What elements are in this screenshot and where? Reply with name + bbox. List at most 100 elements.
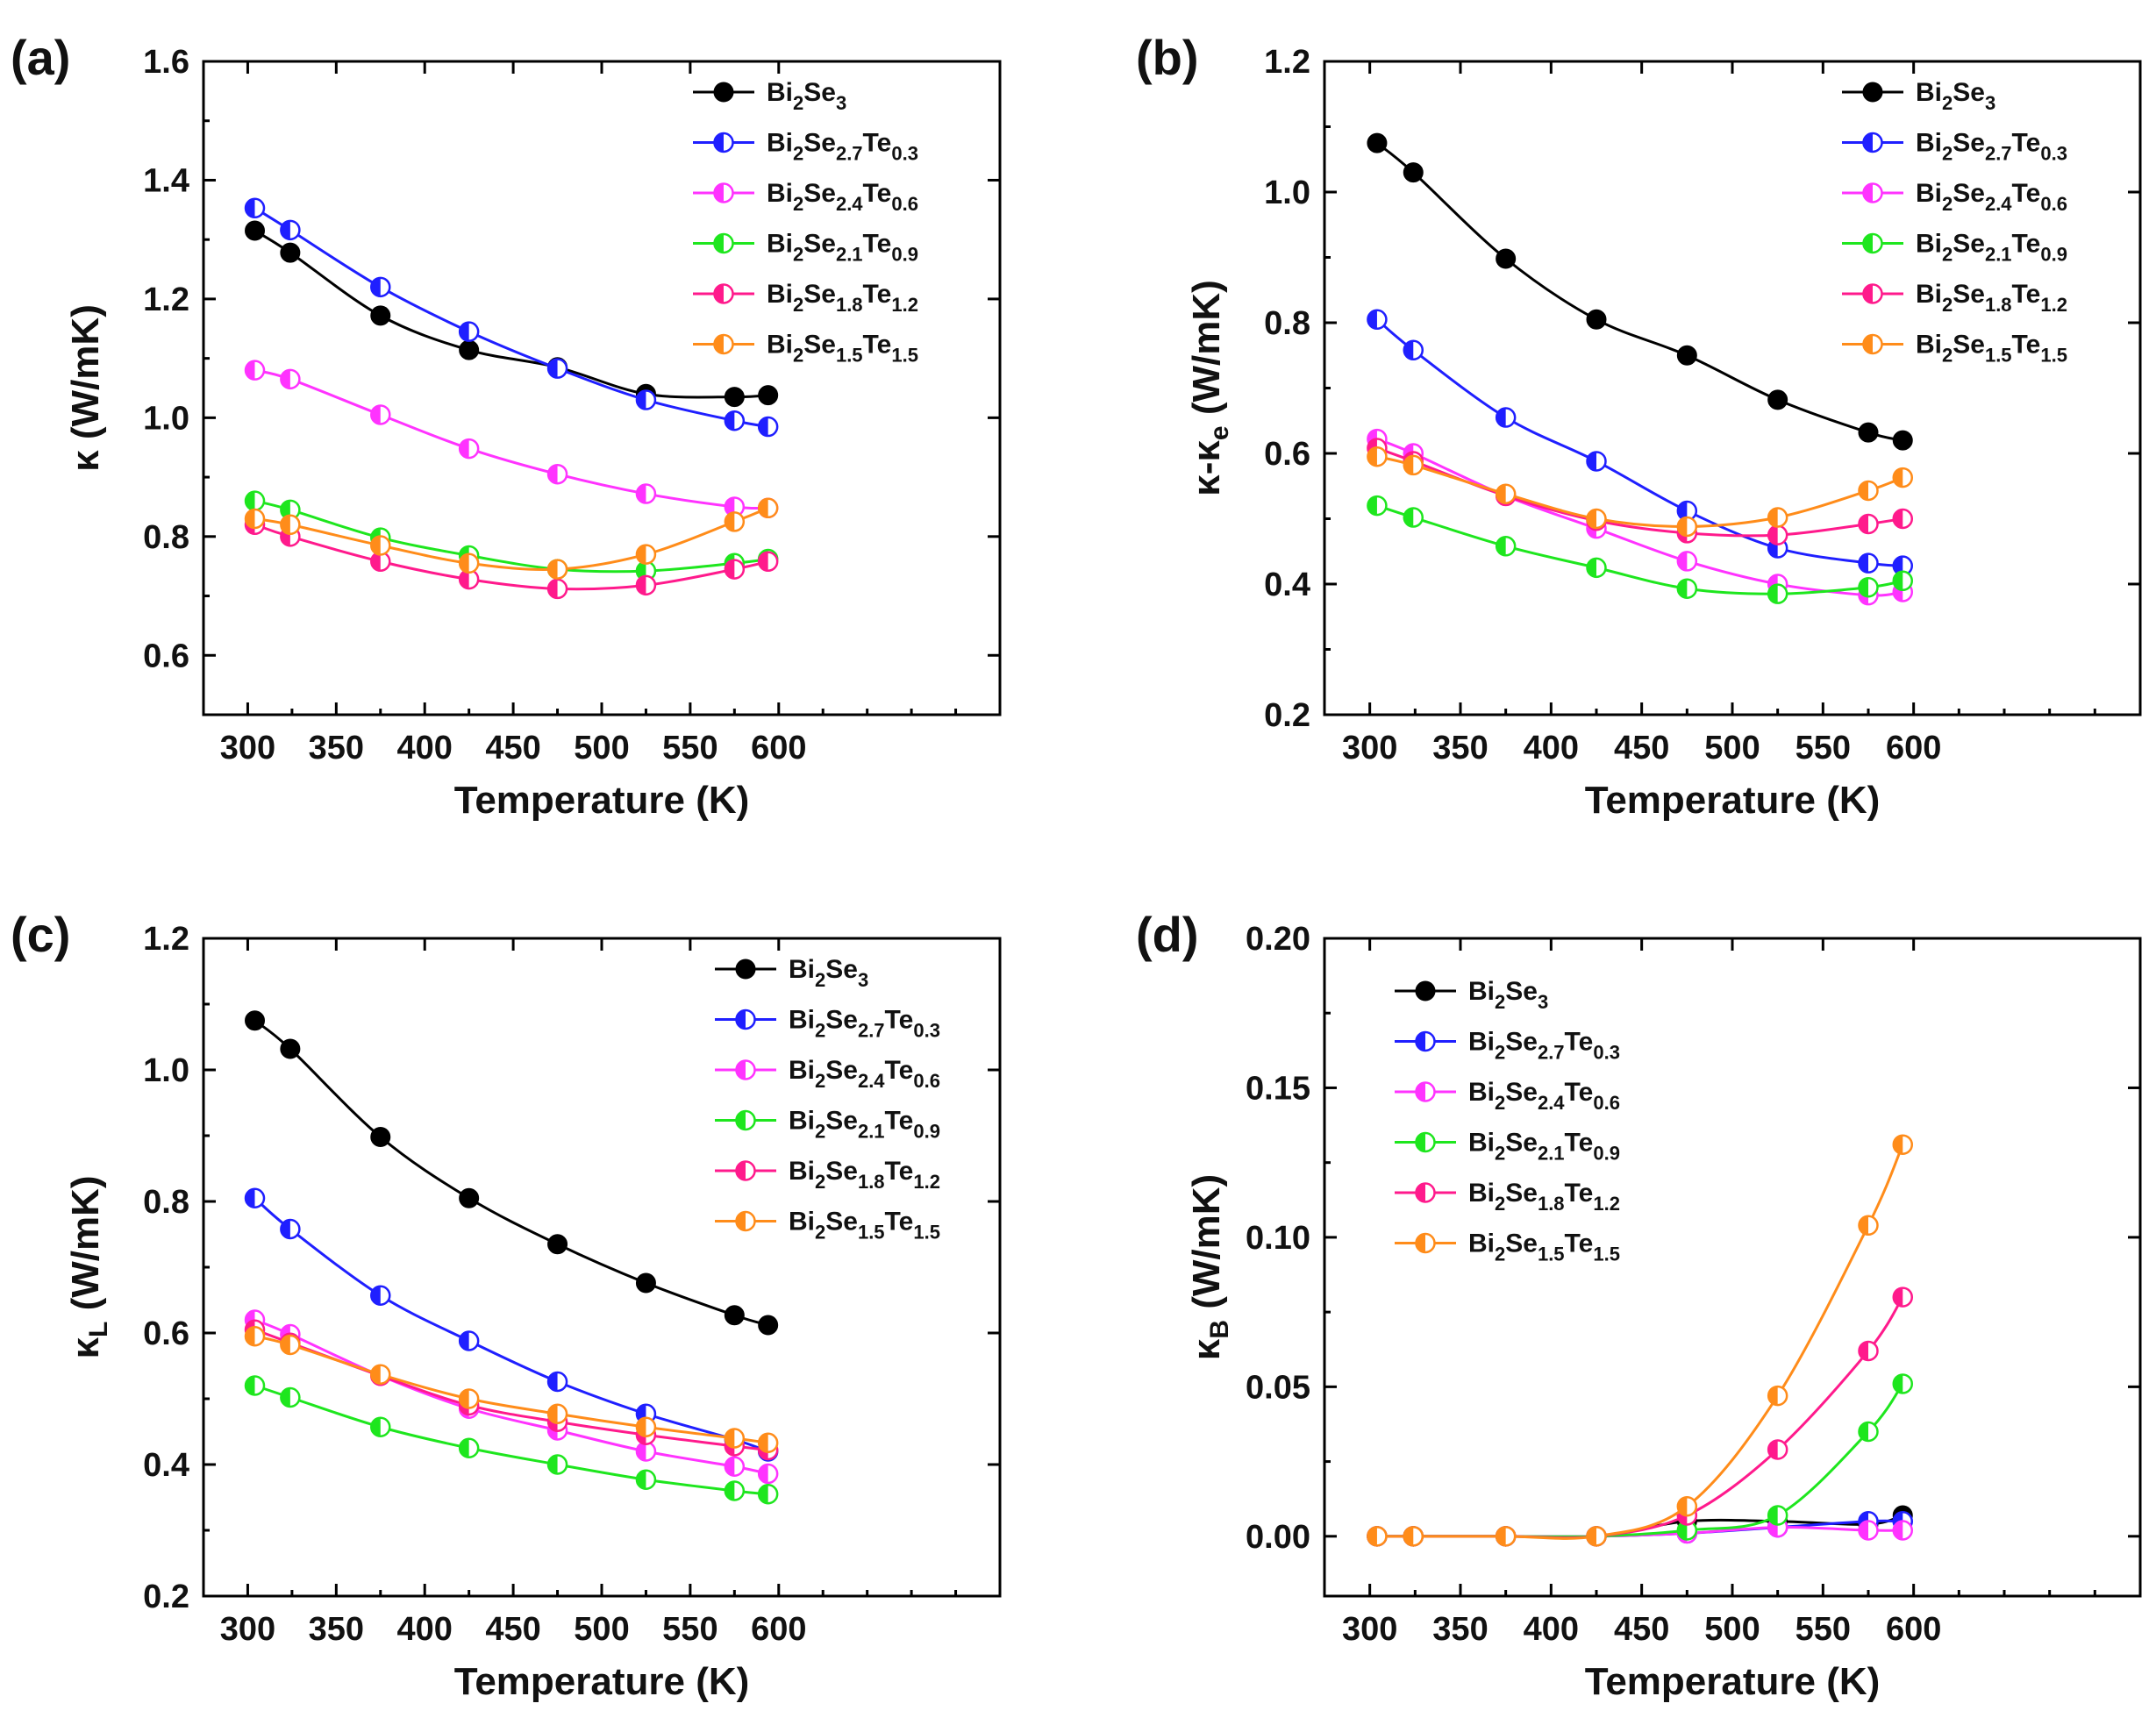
y-tick-label: 0.8: [143, 1184, 189, 1221]
data-point: [757, 497, 779, 519]
series-line: [1376, 446, 1903, 538]
data-point: [370, 276, 391, 298]
x-tick-label: 350: [309, 730, 364, 766]
plot-frame: [1323, 60, 2142, 716]
data-point: [1586, 508, 1607, 530]
series-line: [1376, 504, 1903, 595]
data-point: [244, 360, 266, 381]
data-point: [635, 389, 657, 410]
data-point: [1586, 451, 1607, 472]
data-point: [757, 1463, 779, 1485]
data-point: [458, 552, 480, 574]
legend-marker: [1415, 1182, 1436, 1203]
legend-marker: [1862, 232, 1883, 254]
data-point: [1586, 309, 1607, 330]
data-point: [1403, 454, 1424, 476]
legend-marker: [1862, 132, 1883, 153]
series-line: [254, 506, 769, 571]
x-tick-label: 400: [397, 730, 453, 766]
data-point: [370, 404, 391, 425]
data-point: [458, 321, 480, 342]
data-point: [1367, 445, 1388, 467]
data-point: [280, 1218, 301, 1240]
data-point: [757, 1432, 779, 1453]
x-tick-label: 350: [309, 1611, 364, 1648]
panel-a: (a) 300 350 400 450 500 550 600 0.6 0.8 1.0 1.2 1.4 1…: [11, 30, 1002, 822]
x-tick-label: 450: [485, 1611, 540, 1648]
data-point: [547, 1234, 568, 1255]
data-point: [1676, 345, 1697, 366]
data-point: [1892, 1520, 1914, 1541]
data-point: [1892, 467, 1914, 488]
legend-entry: Bi2Se2.7Te0.3: [789, 1006, 940, 1042]
plot-frame: [1323, 937, 2142, 1598]
series-line: [253, 229, 768, 399]
data-point: [244, 197, 266, 219]
series-line: [254, 499, 768, 574]
series-line: [253, 1318, 768, 1475]
y-axis-title: κ (W/mK): [64, 304, 107, 472]
data-point: [370, 1416, 391, 1437]
series-line: [253, 1019, 769, 1327]
legend-entry: Bi2Se2.7Te0.3: [1468, 1028, 1620, 1064]
data-point: [244, 508, 266, 530]
series-line: [254, 1335, 768, 1444]
data-point: [244, 1326, 266, 1347]
y-tick-label: 1.0: [1264, 175, 1310, 211]
legend-entry: Bi2Se1.5Te1.5: [789, 1208, 940, 1244]
x-axis-title: Temperature (K): [454, 1660, 750, 1703]
data-point: [1495, 483, 1517, 504]
legend-entry: Bi2Se3: [789, 955, 868, 991]
data-point: [280, 514, 301, 536]
data-point: [1767, 583, 1788, 604]
data-point: [1586, 557, 1607, 579]
legend-entry: Bi2Se2.1Te0.9: [1468, 1129, 1620, 1165]
legend-entry: Bi2Se2.7Te0.3: [1916, 129, 2067, 165]
data-point: [244, 490, 266, 511]
legend-entry: Bi2Se2.4Te0.6: [789, 1056, 940, 1092]
series-line: [254, 523, 769, 591]
data-point: [1858, 1340, 1879, 1362]
legend-entry: Bi2Se3: [1468, 977, 1548, 1013]
data-point: [546, 559, 568, 580]
y-tick-label: 1.2: [1264, 44, 1310, 81]
data-point: [244, 1187, 266, 1208]
data-point: [1767, 1439, 1788, 1460]
data-point: [724, 511, 746, 532]
x-axis-title: Temperature (K): [1585, 1660, 1881, 1703]
data-point: [1403, 162, 1424, 183]
x-tick-label: 500: [574, 1611, 629, 1648]
data-point: [280, 368, 301, 390]
legend-marker: [713, 283, 734, 304]
data-point: [1767, 524, 1788, 545]
data-point: [1892, 430, 1913, 451]
data-point: [1495, 1526, 1517, 1547]
legend-marker: [1862, 283, 1883, 304]
legend-entry: Bi2Se2.4Te0.6: [1916, 179, 2067, 215]
data-point: [724, 1428, 746, 1449]
data-point: [1676, 551, 1698, 572]
x-axis-title: Temperature (K): [454, 779, 750, 822]
data-point: [635, 1469, 657, 1490]
legend-marker: [713, 232, 734, 254]
x-tick-label: 600: [1886, 730, 1941, 766]
x-tick-label: 450: [485, 730, 540, 766]
data-point: [459, 339, 480, 360]
data-point: [370, 1127, 391, 1147]
legend-entry: Bi2Se2.1Te0.9: [1916, 230, 2067, 266]
y-tick-label: 0.15: [1246, 1070, 1310, 1107]
y-tick-label: 0.8: [1264, 305, 1310, 342]
x-tick-label: 600: [751, 730, 806, 766]
y-tick-label: 0.6: [1264, 436, 1310, 473]
legend-marker: [735, 1009, 756, 1030]
data-point: [546, 463, 568, 485]
y-tick-label: 0.6: [143, 1315, 189, 1352]
x-tick-label: 300: [220, 1611, 275, 1648]
data-point: [635, 483, 657, 504]
x-tick-label: 600: [751, 1611, 806, 1648]
y-tick-label: 0.4: [143, 1447, 189, 1484]
y-tick-label: 1.4: [143, 162, 189, 199]
data-point: [757, 416, 779, 438]
data-point: [635, 544, 657, 565]
